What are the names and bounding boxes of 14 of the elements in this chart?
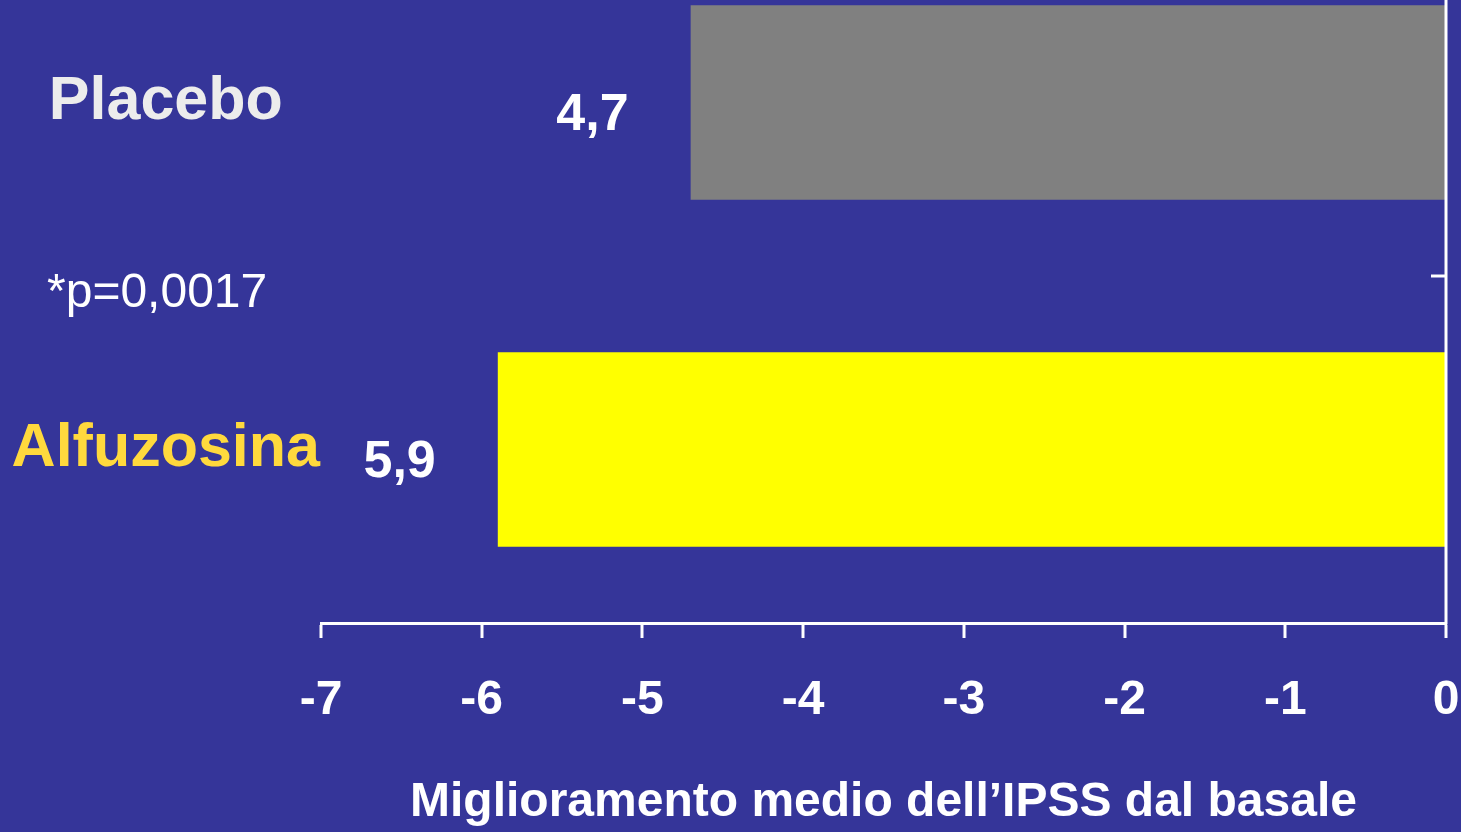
x-tick-label: -2: [1103, 671, 1146, 725]
x-tick-label: -1: [1263, 671, 1307, 725]
x-tick-label: -6: [460, 671, 504, 725]
annotation: 4,7: [556, 82, 629, 141]
x-axis-title: Miglioramento medio dell’IPSS dal basale: [410, 773, 1357, 827]
x-tick-label: -7: [299, 671, 343, 725]
y-tick-label: Alfuzosina: [11, 411, 322, 480]
y-tick-label: Placebo: [48, 64, 283, 133]
x-tick-label: -4: [781, 671, 825, 725]
x-tick-label: -5: [621, 671, 664, 725]
x-tick-label: -3: [942, 671, 986, 725]
text: *p=0,0017: [47, 264, 268, 317]
annotation: 5,9: [363, 429, 436, 488]
x-tick-label: 0: [1432, 671, 1460, 725]
